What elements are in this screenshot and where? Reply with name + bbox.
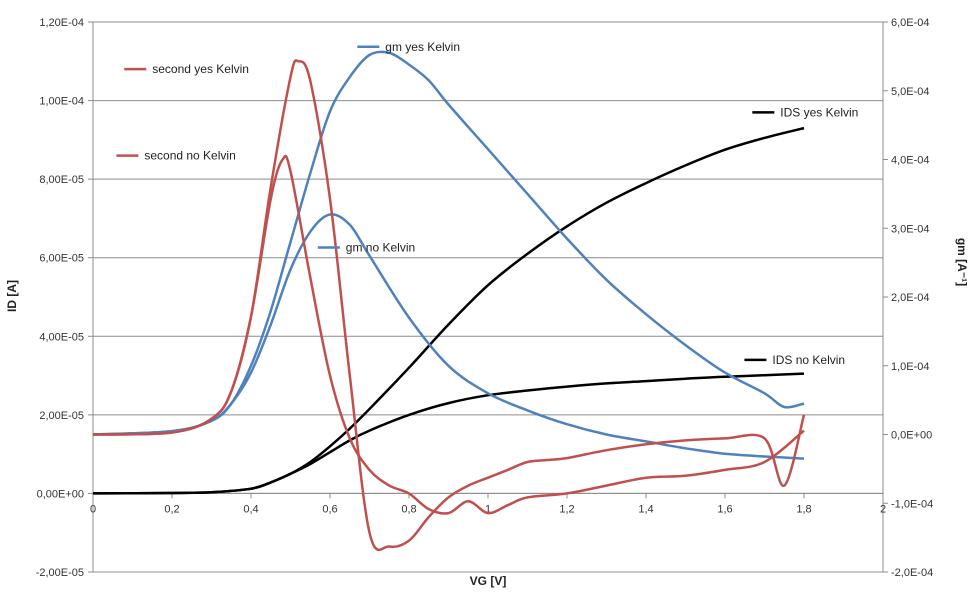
x-tick-label: 0,6 — [322, 503, 337, 515]
y2-tick-label: 6,0E-04 — [891, 17, 930, 29]
x-tick-label: 1 — [485, 503, 491, 515]
x-tick-labels: 0 0,2 0,4 0,6 0,8 1 1,2 1,4 1,6 1,8 2 — [90, 493, 886, 515]
series-labels: IDS yes Kelvin IDS no Kelvin gm yes Kelvin… — [116, 40, 858, 367]
y-axis-title: ID [A] — [5, 280, 19, 312]
y2-tick-label: -2,0E-04 — [891, 567, 933, 579]
y-tick-label: 8,00E-05 — [39, 174, 84, 186]
series-label: second yes Kelvin — [152, 62, 249, 76]
x-tick-label: 0,2 — [164, 503, 179, 515]
series-lines — [92, 50, 806, 552]
y2-tick-label: 0,0E+00 — [891, 430, 932, 442]
y2-tick-label: 3,0E-04 — [891, 223, 930, 235]
series-label: gm yes Kelvin — [385, 40, 460, 54]
series-label: IDS no Kelvin — [772, 353, 845, 367]
y-tick-label: 1,20E-04 — [39, 17, 84, 29]
y-tick-label: 0,00E+00 — [37, 488, 84, 500]
y2-tick-label: 2,0E-04 — [891, 292, 930, 304]
x-tick-label: 0,8 — [401, 503, 416, 515]
x-tick-label: 1,4 — [638, 503, 653, 515]
y-tick-label: 6,00E-05 — [39, 253, 84, 265]
y2-axis-title: gm [A⁻¹] — [955, 238, 969, 286]
series-line-second-no-kelvin — [92, 154, 805, 515]
series-line-gm-no-kelvin — [92, 213, 805, 460]
y-tick-label: -2,00E-05 — [36, 567, 84, 579]
y-tick-label: 4,00E-05 — [39, 331, 84, 343]
y-tick-labels: -2,00E-05 0,00E+00 2,00E-05 4,00E-05 6,00E-0… — [36, 17, 93, 579]
y2-tick-label: 4,0E-04 — [891, 155, 930, 167]
y2-tick-label: -1,0E-04 — [891, 498, 933, 510]
series-label: second no Kelvin — [144, 149, 235, 163]
series-line-ids-no-kelvin — [92, 372, 805, 495]
y2-tick-label: 1,0E-04 — [891, 361, 930, 373]
x-tick-label: 2 — [880, 503, 886, 515]
y-tick-label: 2,00E-05 — [39, 410, 84, 422]
y2-tick-label: 5,0E-04 — [891, 86, 930, 98]
series-label: gm no Kelvin — [346, 241, 415, 255]
x-axis-title: VG [V] — [470, 574, 507, 588]
x-tick-label: 1,6 — [717, 503, 732, 515]
series-label: IDS yes Kelvin — [780, 105, 858, 119]
x-tick-label: 0 — [90, 503, 96, 515]
y-tick-label: 1,00E-04 — [39, 96, 84, 108]
series-line-gm-yes-kelvin — [92, 50, 805, 436]
x-tick-label: 1,2 — [559, 503, 574, 515]
x-tick-label: 1,8 — [796, 503, 811, 515]
x-tick-label: 0,4 — [243, 503, 258, 515]
y2-tick-labels: -2,0E-04 -1,0E-04 0,0E+00 1,0E-04 2,0E-04 3,0… — [883, 17, 933, 579]
